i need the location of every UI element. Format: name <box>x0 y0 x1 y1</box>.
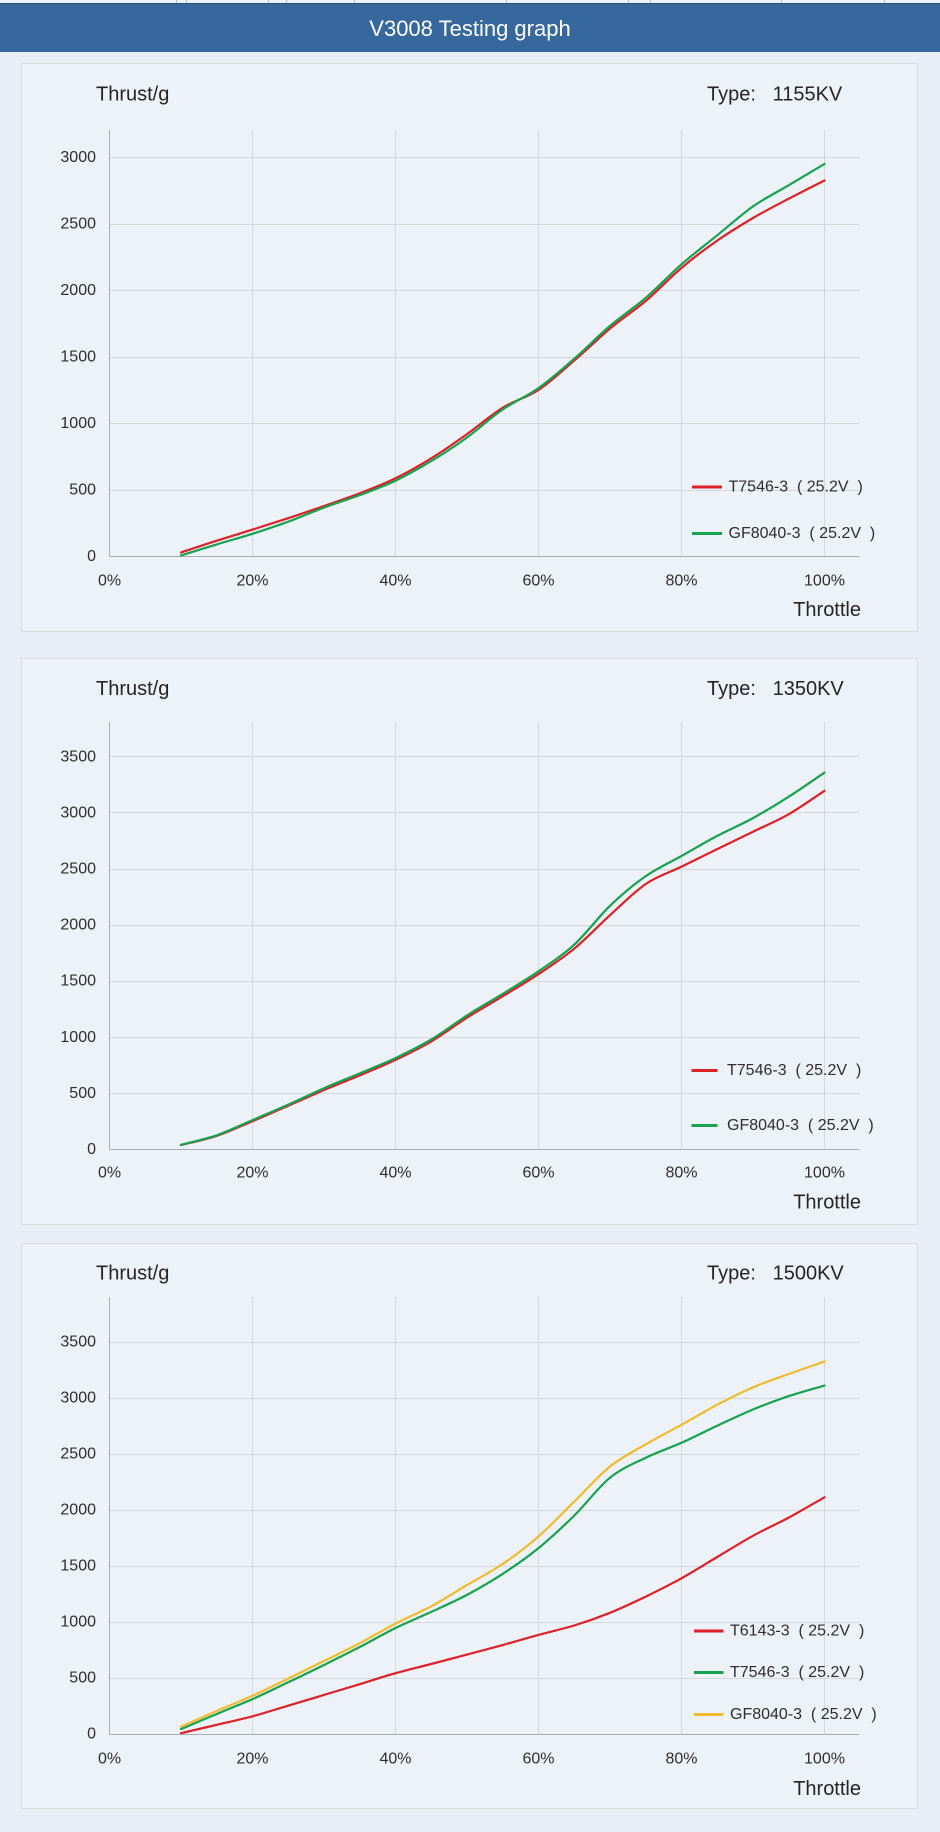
svg-text:100%: 100% <box>804 1751 845 1768</box>
svg-text:0: 0 <box>87 548 96 565</box>
svg-text:80%: 80% <box>665 573 697 590</box>
svg-text:Type: 1155KV: Type: 1155KV <box>707 84 843 106</box>
svg-text:40%: 40% <box>379 1165 411 1182</box>
svg-text:1000: 1000 <box>60 1029 96 1046</box>
svg-text:40%: 40% <box>379 1751 411 1768</box>
svg-text:1000: 1000 <box>60 415 96 432</box>
svg-text:2000: 2000 <box>60 1502 96 1519</box>
svg-text:0%: 0% <box>98 573 121 590</box>
svg-text:1500: 1500 <box>60 973 96 990</box>
svg-text:T6143-3 ( 25.2V ): T6143-3 ( 25.2V ) <box>730 1623 864 1640</box>
svg-text:GF8040-3 ( 25.2V ): GF8040-3 ( 25.2V ) <box>727 1117 874 1134</box>
svg-text:Type: 1350KV: Type: 1350KV <box>707 678 844 700</box>
svg-text:500: 500 <box>69 482 96 499</box>
svg-text:GF8040-3 ( 25.2V ): GF8040-3 ( 25.2V ) <box>729 525 876 542</box>
svg-text:100%: 100% <box>804 573 845 590</box>
svg-text:2500: 2500 <box>60 216 96 233</box>
svg-text:3000: 3000 <box>60 1390 96 1407</box>
svg-text:80%: 80% <box>665 1165 697 1182</box>
svg-text:60%: 60% <box>522 1751 554 1768</box>
svg-text:500: 500 <box>69 1670 96 1687</box>
svg-text:Thrust/g: Thrust/g <box>96 84 169 106</box>
svg-text:Throttle: Throttle <box>793 1778 861 1800</box>
svg-text:3500: 3500 <box>60 1334 96 1351</box>
svg-text:1500: 1500 <box>60 349 96 366</box>
svg-text:40%: 40% <box>379 573 411 590</box>
svg-text:20%: 20% <box>236 1751 268 1768</box>
svg-text:60%: 60% <box>522 1165 554 1182</box>
svg-text:3000: 3000 <box>60 149 96 166</box>
svg-text:20%: 20% <box>236 573 268 590</box>
svg-text:60%: 60% <box>522 573 554 590</box>
svg-text:0%: 0% <box>98 1165 121 1182</box>
svg-text:3000: 3000 <box>60 804 96 821</box>
svg-text:Throttle: Throttle <box>793 1192 861 1214</box>
svg-text:2000: 2000 <box>60 917 96 934</box>
svg-text:Type: 1500KV: Type: 1500KV <box>707 1263 844 1285</box>
svg-text:2500: 2500 <box>60 1446 96 1463</box>
svg-text:0: 0 <box>87 1141 96 1158</box>
svg-text:2500: 2500 <box>60 861 96 878</box>
svg-text:3500: 3500 <box>60 748 96 765</box>
svg-text:0%: 0% <box>98 1751 121 1768</box>
svg-text:GF8040-3 ( 25.2V ): GF8040-3 ( 25.2V ) <box>730 1706 877 1723</box>
svg-text:100%: 100% <box>804 1165 845 1182</box>
svg-text:1000: 1000 <box>60 1614 96 1631</box>
svg-text:500: 500 <box>69 1085 96 1102</box>
svg-text:20%: 20% <box>236 1165 268 1182</box>
svg-text:T7546-3 ( 25.2V ): T7546-3 ( 25.2V ) <box>729 479 863 496</box>
svg-text:0: 0 <box>87 1726 96 1743</box>
svg-text:T7546-3 ( 25.2V ): T7546-3 ( 25.2V ) <box>730 1664 864 1681</box>
svg-text:2000: 2000 <box>60 282 96 299</box>
svg-text:Thrust/g: Thrust/g <box>96 1263 169 1285</box>
svg-text:Thrust/g: Thrust/g <box>96 678 169 700</box>
svg-text:80%: 80% <box>665 1751 697 1768</box>
svg-text:1500: 1500 <box>60 1558 96 1575</box>
svg-text:T7546-3 ( 25.2V ): T7546-3 ( 25.2V ) <box>727 1062 861 1079</box>
svg-text:Throttle: Throttle <box>793 599 861 621</box>
